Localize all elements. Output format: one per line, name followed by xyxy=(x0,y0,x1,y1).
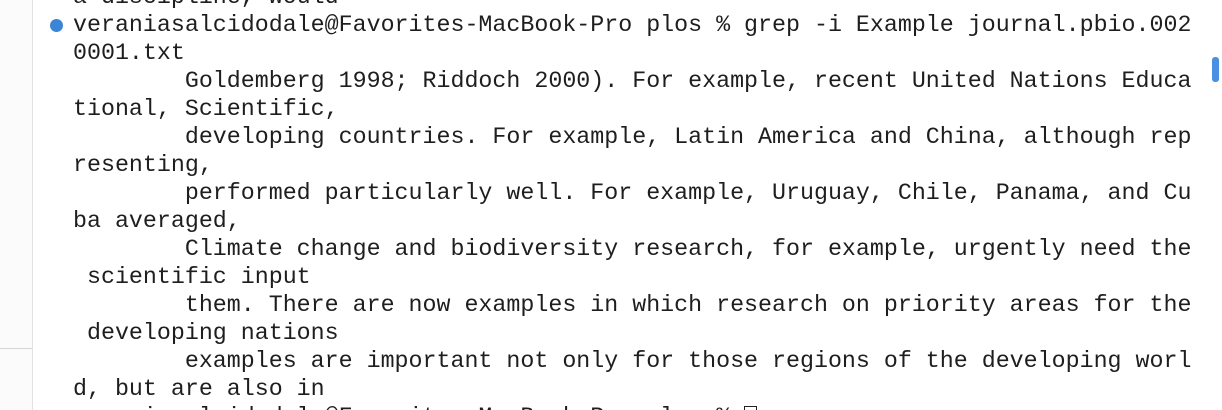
line-text: veraniasalcidodale@Favorites-MacBook-Pro… xyxy=(73,404,744,410)
line-text: 0001.txt xyxy=(73,40,185,66)
terminal-line: resenting, xyxy=(73,151,213,179)
line-text: scientific input xyxy=(73,264,311,290)
command-marker xyxy=(50,19,63,32)
line-text: performed particularly well. For example… xyxy=(73,180,1192,206)
terminal-line: scientific input xyxy=(73,263,311,291)
line-text: ba averaged, xyxy=(73,208,241,234)
line-text: them. There are now examples in which re… xyxy=(73,292,1192,318)
terminal-line: veraniasalcidodale@Favorites-MacBook-Pro… xyxy=(73,11,1191,39)
terminal-line: Goldemberg 1998; Riddoch 2000). For exam… xyxy=(73,67,1192,95)
cursor xyxy=(744,405,758,410)
terminal-line: developing countries. For example, Latin… xyxy=(73,123,1192,151)
line-text: a discipline, would xyxy=(73,0,339,10)
line-text: d, but are also in xyxy=(73,376,325,402)
terminal-line: tional, Scientific, xyxy=(73,95,339,123)
terminal[interactable]: a discipline, would veraniasalcidodale@Fa… xyxy=(33,0,1222,410)
terminal-line: d, but are also in xyxy=(73,375,325,403)
sidebar xyxy=(0,0,33,410)
terminal-line: developing nations xyxy=(73,319,339,347)
scrollbar[interactable] xyxy=(1212,57,1219,82)
line-text: developing nations xyxy=(73,320,339,346)
line-text: Goldemberg 1998; Riddoch 2000). For exam… xyxy=(73,68,1192,94)
sidebar-divider xyxy=(0,348,32,349)
terminal-line: performed particularly well. For example… xyxy=(73,179,1192,207)
terminal-line: ba averaged, xyxy=(73,207,241,235)
line-text: developing countries. For example, Latin… xyxy=(73,124,1192,150)
terminal-line: examples are important not only for thos… xyxy=(73,347,1192,375)
line-text: examples are important not only for thos… xyxy=(73,348,1192,374)
line-text: veraniasalcidodale@Favorites-MacBook-Pro… xyxy=(73,12,1192,38)
terminal-line: Climate change and biodiversity research… xyxy=(73,235,1192,263)
terminal-line: 0001.txt xyxy=(73,39,185,67)
line-text: resenting, xyxy=(73,152,213,178)
terminal-line: a discipline, would xyxy=(73,0,339,11)
line-text: Climate change and biodiversity research… xyxy=(73,236,1192,262)
terminal-line: them. There are now examples in which re… xyxy=(73,291,1192,319)
line-text: tional, Scientific, xyxy=(73,96,339,122)
terminal-line: veraniasalcidodale@Favorites-MacBook-Pro… xyxy=(73,403,758,410)
